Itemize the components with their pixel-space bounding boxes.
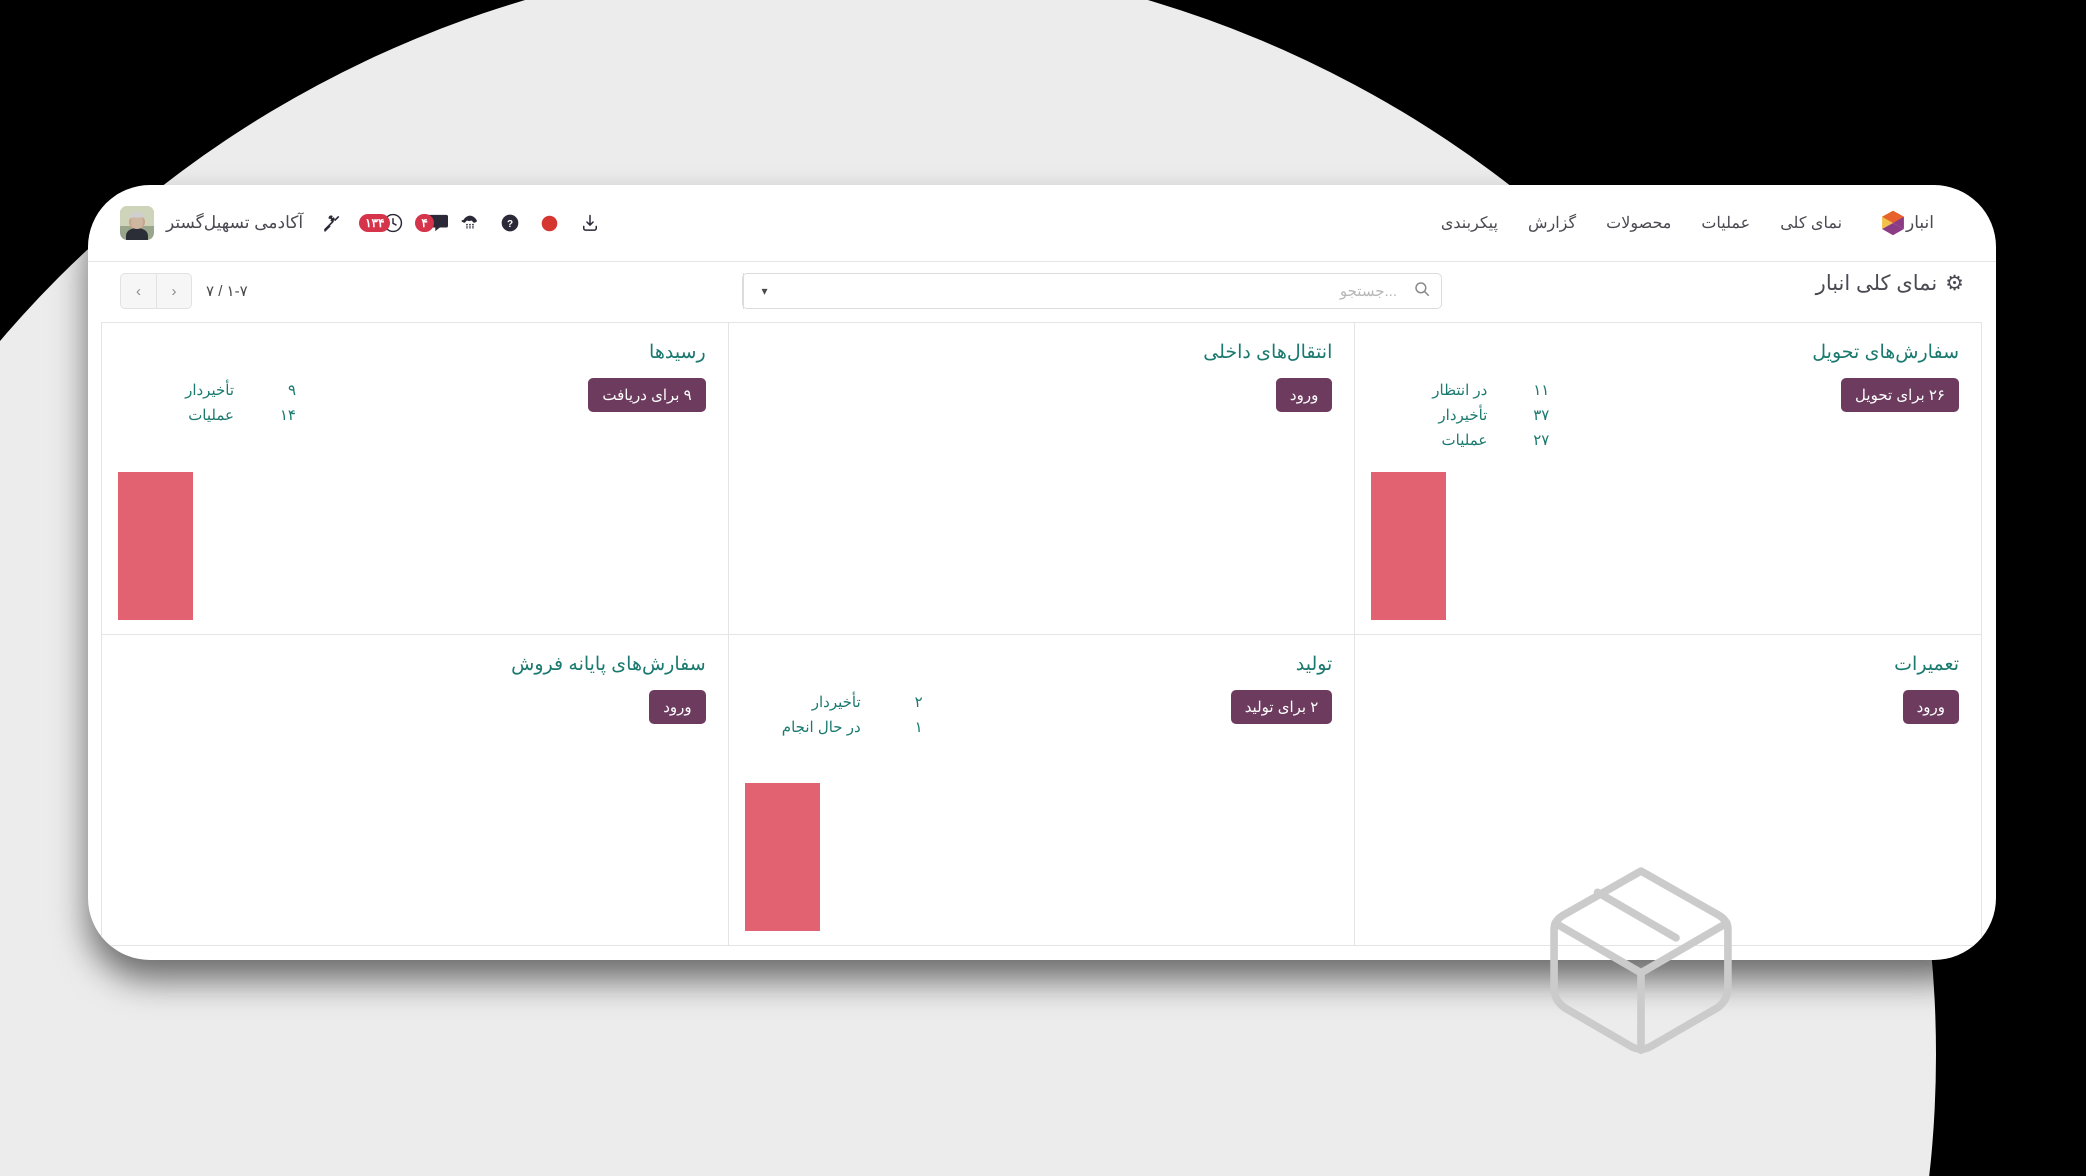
svg-text:?: ? <box>507 219 513 230</box>
